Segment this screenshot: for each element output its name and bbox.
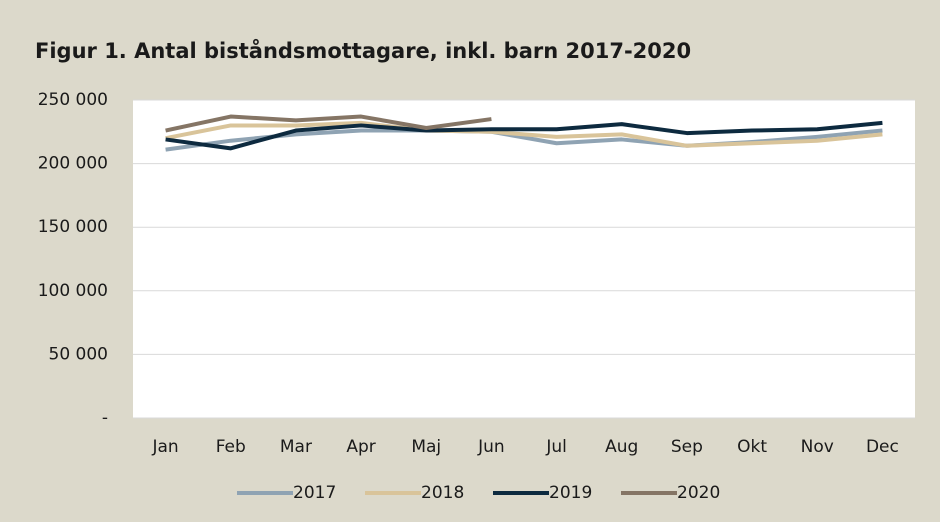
legend-label: 2020 [677,483,720,503]
x-tick-label: Dec [866,437,899,457]
plot-area [133,100,915,418]
y-tick-label: 50 000 [49,344,108,364]
x-tick-label: Maj [411,437,441,457]
x-tick-label: Feb [216,437,246,457]
x-tick-label: Jun [477,437,505,457]
y-tick-label: - [102,408,108,428]
y-tick-label: 100 000 [38,281,108,301]
x-tick-label: Jul [545,437,567,457]
series-line [165,120,883,151]
x-tick-label: Okt [737,437,767,457]
y-tick-label: 200 000 [38,154,108,174]
series-line [165,114,492,133]
legend-label: 2018 [421,483,464,503]
series-line [165,120,883,148]
x-tick-label: Nov [801,437,834,457]
chart-title: Figur 1. Antal biståndsmottagare, inkl. … [35,38,691,63]
x-tick-label: Apr [346,437,375,457]
x-tick-label: Sep [671,437,703,457]
x-tick-label: Jan [151,437,178,457]
y-tick-label: 250 000 [38,90,108,110]
legend-label: 2017 [293,483,336,503]
x-tick-label: Mar [280,437,312,457]
legend-label: 2019 [549,483,592,503]
x-tick-label: Aug [605,437,638,457]
y-tick-label: 150 000 [38,217,108,237]
